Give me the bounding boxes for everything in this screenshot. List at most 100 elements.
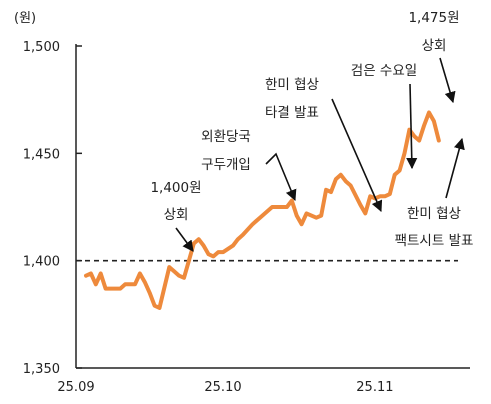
data-point <box>344 179 348 183</box>
data-point <box>133 282 137 286</box>
data-point <box>118 287 122 291</box>
annotation-verbal-intervention-line2: 구두개입 <box>201 157 251 173</box>
data-point <box>437 139 441 142</box>
data-point <box>167 265 171 269</box>
data-point <box>393 173 397 177</box>
data-point <box>182 276 186 280</box>
annotation-fact-sheet-arrow <box>445 137 465 199</box>
annotation-korea-us-deal: 한미 협상 타결 발표 <box>265 77 383 213</box>
data-point <box>412 134 416 138</box>
data-point <box>94 282 98 286</box>
annotation-korea-us-deal-line2: 타결 발표 <box>265 105 319 121</box>
y-axis-ticks: 1,500 1,450 1,400 1,350 <box>23 40 82 377</box>
data-point <box>207 252 210 256</box>
data-point <box>104 287 108 291</box>
annotation-1400-exceed-arrow <box>175 227 194 252</box>
data-point <box>378 194 382 198</box>
x-tick-label: 25.11 <box>356 380 393 395</box>
annotation-1400-exceed-line1: 1,400원 <box>150 180 201 196</box>
annotation-1475-exceed-line1: 1,475원 <box>408 10 459 26</box>
data-point <box>349 184 353 187</box>
data-point <box>192 242 196 245</box>
data-point <box>231 244 235 248</box>
data-point <box>113 287 117 291</box>
data-point <box>309 214 313 218</box>
annotation-verbal-intervention-line1: 외환당국 <box>201 129 251 145</box>
data-point <box>153 304 157 308</box>
data-point <box>211 254 215 258</box>
annotation-verbal-intervention-arrow <box>265 152 297 202</box>
data-point <box>319 214 323 218</box>
annotation-black-wednesday: 검은 수요일 <box>351 63 418 170</box>
data-point <box>221 250 225 254</box>
data-point <box>403 151 406 155</box>
annotation-1475-exceed: 1,475원 상회 <box>408 10 460 104</box>
data-point <box>290 199 294 203</box>
annotation-korea-us-deal-line1: 한미 협상 <box>265 77 319 93</box>
data-point <box>270 205 274 209</box>
annotation-black-wednesday-arrow <box>406 83 418 170</box>
data-point <box>123 282 127 286</box>
data-point <box>99 272 103 275</box>
y-tick-label: 1,450 <box>23 147 60 162</box>
annotation-fact-sheet: 한미 협상 팩트시트 발표 <box>395 137 474 249</box>
data-point <box>285 205 289 209</box>
data-point <box>260 214 264 218</box>
data-point <box>363 211 367 215</box>
data-point <box>329 190 333 194</box>
data-point <box>398 169 402 172</box>
data-point <box>89 272 93 275</box>
data-point <box>388 192 392 196</box>
x-tick-label: 25.09 <box>57 380 94 395</box>
data-point <box>324 188 328 192</box>
data-point <box>407 128 411 132</box>
data-point <box>358 203 362 207</box>
data-point <box>300 222 304 226</box>
data-point <box>368 194 372 198</box>
data-point <box>158 306 161 310</box>
y-tick-label: 1,400 <box>23 255 60 270</box>
y-tick-label: 1,350 <box>23 362 60 377</box>
annotation-fact-sheet-line1: 한미 협상 <box>407 206 461 222</box>
data-point <box>84 274 88 278</box>
data-point <box>432 119 436 123</box>
data-point <box>314 216 318 220</box>
data-point <box>138 272 142 275</box>
data-point <box>417 139 421 142</box>
annotation-black-wednesday-line1: 검은 수요일 <box>351 63 417 79</box>
data-point <box>148 291 152 295</box>
data-point <box>216 250 220 254</box>
data-point <box>187 259 191 263</box>
x-axis-ticks: 25.09 25.10 25.11 <box>57 380 393 395</box>
annotation-1400-exceed: 1,400원 상회 <box>150 180 202 252</box>
data-point <box>202 244 206 248</box>
annotation-fact-sheet-line2: 팩트시트 발표 <box>395 233 474 249</box>
exchange-rate-series-line <box>84 110 441 310</box>
data-point <box>109 287 112 291</box>
annotation-1475-exceed-arrow <box>439 57 456 104</box>
annotations: 1,400원 상회 외환당국 구두개입 한미 협상 타결 발표 검은 수요일 1… <box>150 10 474 252</box>
annotation-verbal-intervention: 외환당국 구두개입 <box>201 129 297 202</box>
data-point <box>177 274 181 278</box>
annotation-1400-exceed-line2: 상회 <box>164 207 189 223</box>
annotation-1475-exceed-line2: 상회 <box>422 38 447 54</box>
data-point <box>339 173 343 177</box>
data-point <box>251 222 255 226</box>
y-unit-label: (원) <box>14 11 36 26</box>
data-point <box>422 123 426 127</box>
series-points <box>84 111 441 310</box>
data-point <box>280 205 284 209</box>
data-point <box>236 237 240 241</box>
data-point <box>383 194 387 198</box>
y-tick-label: 1,500 <box>23 40 60 55</box>
annotation-korea-us-deal-arrow <box>331 98 383 213</box>
data-point <box>128 282 132 286</box>
data-point <box>172 269 176 273</box>
data-point <box>241 233 245 237</box>
data-point <box>305 211 308 215</box>
data-point <box>143 280 147 284</box>
data-point <box>197 237 201 241</box>
data-point <box>427 111 431 114</box>
data-point <box>295 214 299 218</box>
